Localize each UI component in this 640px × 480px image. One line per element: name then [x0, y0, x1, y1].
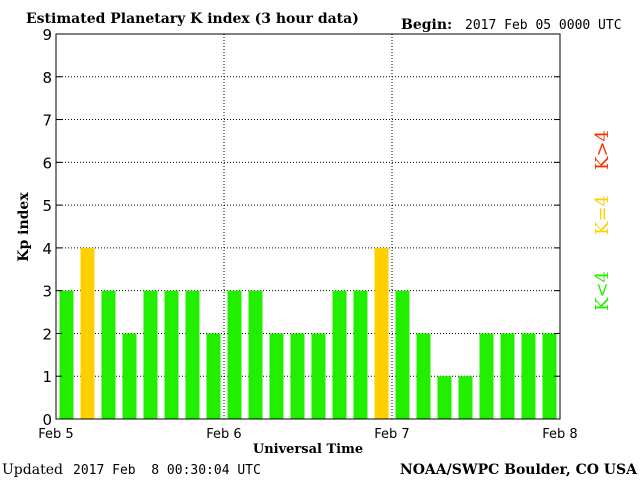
x-tick-label: Feb 5	[38, 427, 73, 442]
x-tick-label: Feb 7	[374, 427, 409, 442]
begin-label: Begin:	[401, 17, 452, 33]
x-tick-label: Feb 6	[206, 427, 241, 442]
kp-bar	[374, 247, 389, 419]
kp-bar	[395, 290, 410, 419]
legend-k-equal-4: K=4	[592, 195, 613, 235]
legend-k-less-4: K<4	[592, 271, 613, 311]
kp-bar	[311, 333, 326, 419]
y-tick-label: 7	[42, 112, 52, 130]
kp-bar	[353, 290, 368, 419]
kp-bar	[479, 333, 494, 419]
kp-bar	[101, 290, 116, 419]
y-tick-label: 5	[42, 197, 52, 215]
kp-bar	[122, 333, 137, 419]
kp-bar	[332, 290, 347, 419]
x-tick-label: Feb 8	[542, 427, 577, 442]
bars	[59, 247, 557, 419]
y-tick-label: 4	[42, 240, 52, 258]
updated-value: 2017 Feb 8 00:30:04 UTC	[73, 463, 261, 478]
chart-title: Estimated Planetary K index (3 hour data…	[26, 11, 359, 27]
y-tick-label: 6	[42, 154, 52, 172]
y-tick-label: 8	[42, 69, 52, 87]
x-axis-ticks: Feb 5 Feb 6 Feb 7 Feb 8	[38, 427, 577, 442]
legend-k-greater-4: K>4	[592, 130, 613, 170]
kp-bar	[416, 333, 431, 419]
kp-bar	[143, 290, 158, 419]
y-tick-label: 3	[42, 283, 52, 301]
kp-bar	[59, 290, 74, 419]
kp-bar	[248, 290, 263, 419]
kp-bar	[437, 376, 452, 419]
begin-value: 2017 Feb 05 0000 UTC	[465, 18, 622, 33]
y-tick-label: 1	[42, 368, 52, 386]
kp-bar	[227, 290, 242, 419]
credit-text: NOAA/SWPC Boulder, CO USA	[400, 462, 638, 478]
x-axis-label: Universal Time	[253, 442, 363, 457]
kp-bar	[269, 333, 284, 419]
kp-bar	[458, 376, 473, 419]
plot-frame	[55, 33, 561, 420]
y-axis-label: Kp index	[16, 192, 32, 262]
kp-bar	[521, 333, 536, 419]
kp-bar	[542, 333, 557, 419]
kp-bar	[290, 333, 305, 419]
grid-lines	[56, 34, 560, 419]
y-axis-ticks: 0 1 2 3 4 5 6 7 8 9	[42, 26, 560, 429]
updated-label: Updated	[2, 462, 63, 478]
kp-bar	[80, 247, 95, 419]
y-tick-label: 0	[42, 411, 52, 429]
kp-bar	[185, 290, 200, 419]
kp-bar	[164, 290, 179, 419]
y-tick-label: 2	[42, 325, 52, 343]
y-tick-label: 9	[42, 26, 52, 44]
kp-bar	[206, 333, 221, 419]
kp-bar	[500, 333, 515, 419]
